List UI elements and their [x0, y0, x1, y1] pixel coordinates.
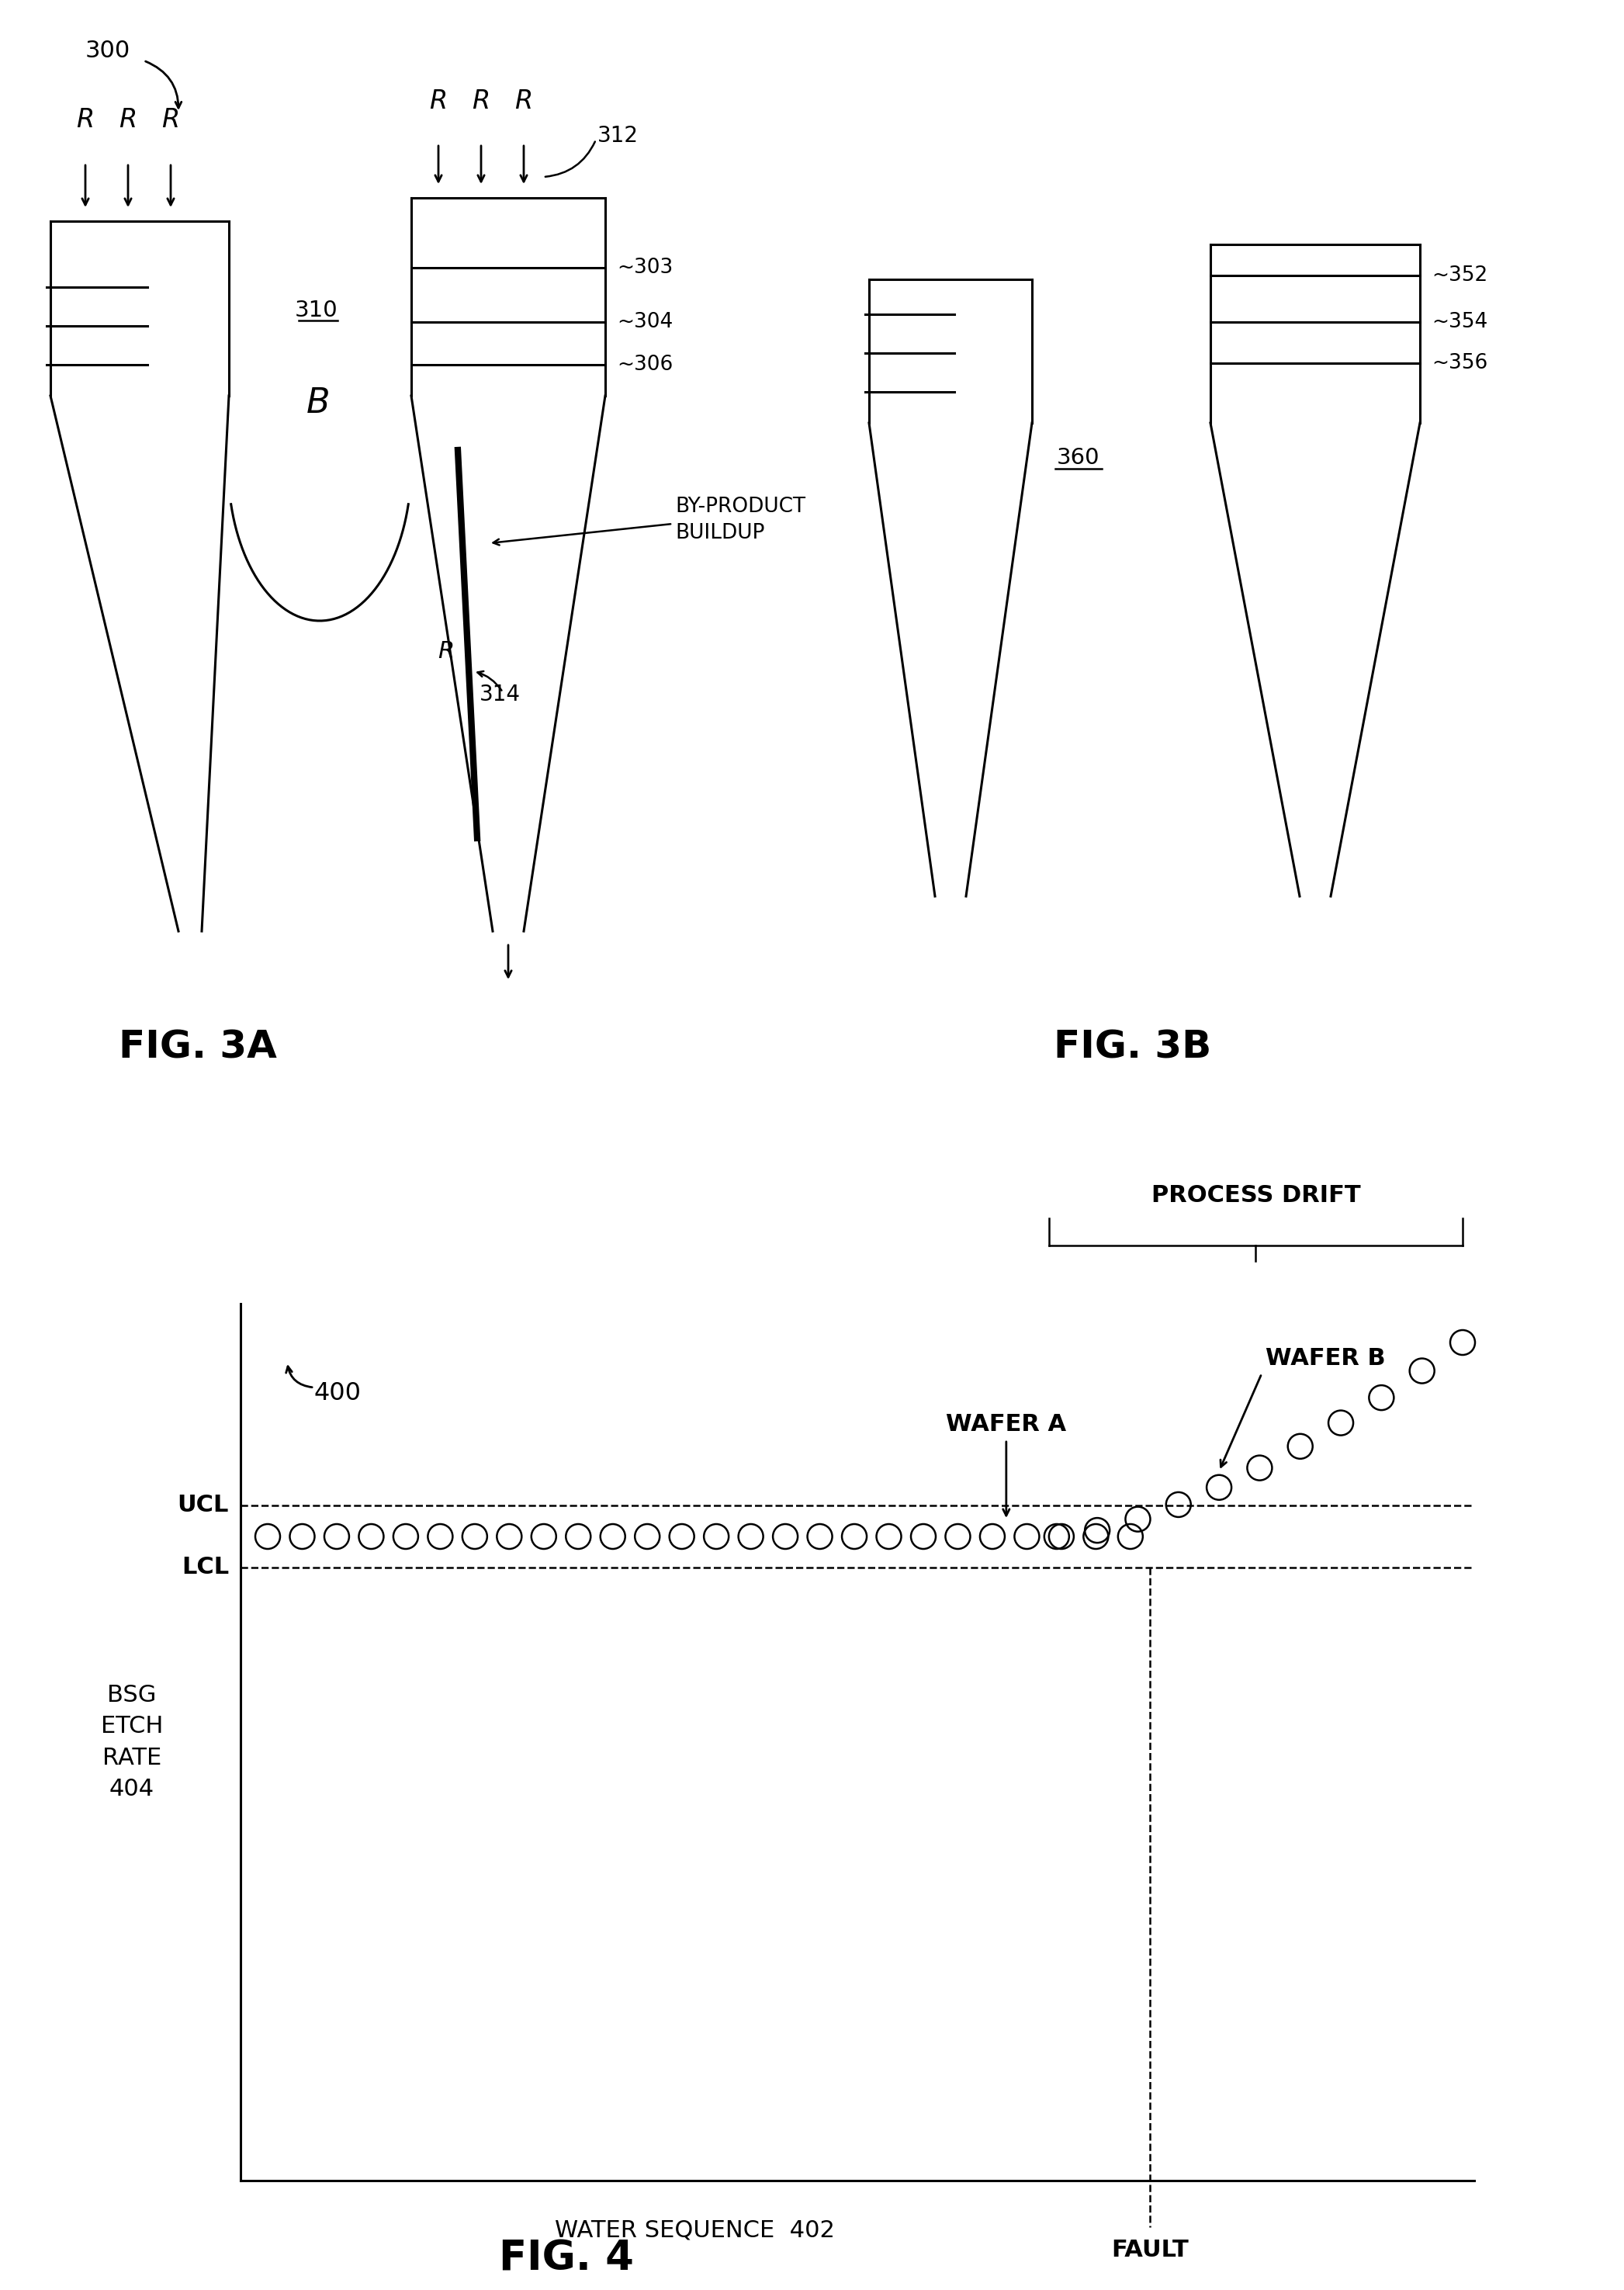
- Text: R: R: [473, 87, 490, 114]
- Text: FIG. 3A: FIG. 3A: [119, 1028, 278, 1067]
- Text: 360: 360: [1057, 447, 1099, 469]
- Text: R: R: [515, 87, 533, 114]
- Text: R: R: [438, 641, 455, 664]
- Text: UCL: UCL: [177, 1493, 229, 1516]
- Text: PROCESS DRIFT: PROCESS DRIFT: [1151, 1184, 1361, 1207]
- Text: R: R: [119, 108, 136, 133]
- Text: ~304: ~304: [617, 311, 672, 332]
- Text: 312: 312: [598, 126, 638, 147]
- Text: BY-PRODUCT
BUILDUP: BY-PRODUCT BUILDUP: [676, 497, 806, 543]
- Text: 300: 300: [86, 39, 130, 62]
- Text: 314: 314: [479, 685, 521, 705]
- Text: 310: 310: [296, 300, 338, 321]
- Text: ~306: ~306: [617, 355, 672, 376]
- Text: ~356: ~356: [1432, 353, 1488, 373]
- Text: R: R: [76, 108, 94, 133]
- Text: WAFER B: WAFER B: [1265, 1347, 1385, 1369]
- Text: WAFER A: WAFER A: [947, 1413, 1067, 1436]
- Text: LCL: LCL: [182, 1557, 229, 1578]
- Text: BSG
ETCH
RATE
404: BSG ETCH RATE 404: [101, 1683, 162, 1800]
- Text: WATER SEQUENCE  402: WATER SEQUENCE 402: [555, 2219, 835, 2242]
- Text: ~303: ~303: [617, 259, 672, 277]
- Text: 400: 400: [315, 1381, 362, 1406]
- Text: B: B: [307, 387, 330, 419]
- Text: R: R: [162, 108, 180, 133]
- Text: ~352: ~352: [1432, 266, 1488, 286]
- Text: R: R: [429, 87, 448, 114]
- Text: FIG. 4: FIG. 4: [499, 2237, 633, 2279]
- Text: ~354: ~354: [1432, 311, 1488, 332]
- Text: FIG. 3B: FIG. 3B: [1054, 1028, 1212, 1067]
- Text: FAULT: FAULT: [1111, 2240, 1189, 2260]
